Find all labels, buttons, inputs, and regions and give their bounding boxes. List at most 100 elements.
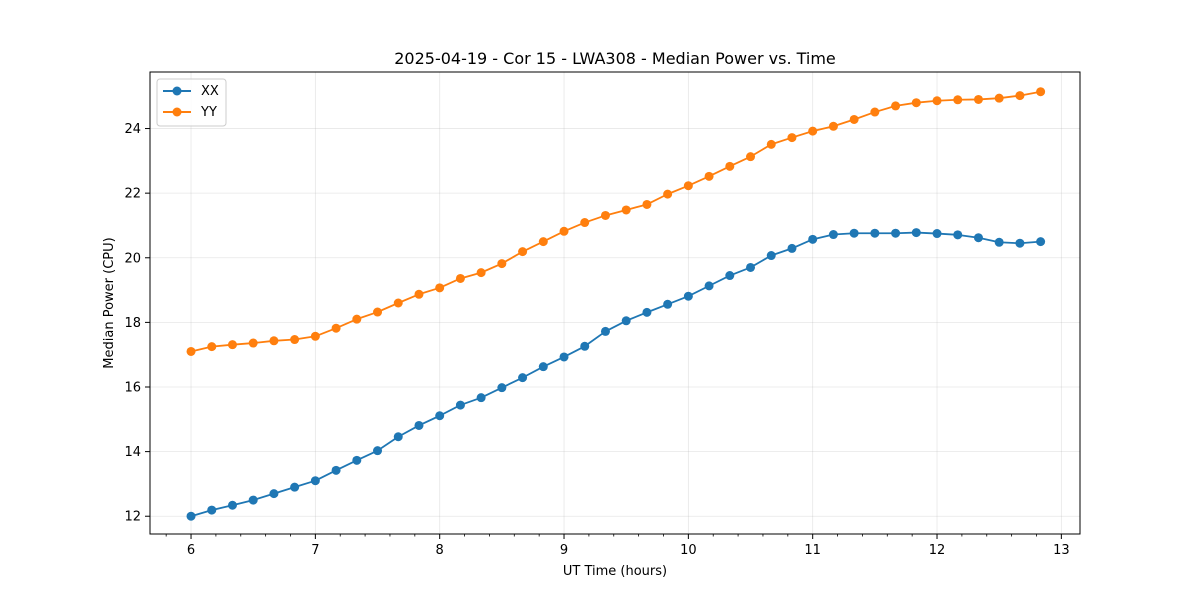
data-point-xx [393, 432, 403, 442]
data-point-yy [891, 101, 901, 111]
data-point-yy [538, 237, 548, 247]
data-point-xx [186, 511, 196, 521]
data-point-xx [538, 362, 548, 372]
data-point-yy [290, 335, 300, 345]
data-point-yy [746, 152, 756, 162]
data-point-xx [207, 505, 217, 515]
data-point-xx [414, 420, 424, 430]
axis-ticks: 6 7 8 9 10 11 12 13 12 14 16 18 20 22 24 [124, 122, 1069, 558]
data-point-xx [973, 233, 983, 243]
data-point-xx [725, 271, 735, 281]
x-tick-label: 10 [680, 543, 697, 558]
x-tick-label: 13 [1053, 543, 1070, 558]
data-point-xx [518, 373, 528, 383]
data-point-xx [497, 383, 507, 393]
data-point-yy [704, 171, 714, 181]
data-point-xx [766, 251, 776, 261]
data-point-yy [310, 331, 320, 341]
data-point-yy [580, 218, 590, 228]
plot-area-frame [149, 71, 1081, 535]
series-layer [186, 87, 1046, 521]
data-point-xx [663, 299, 673, 309]
data-point-yy [766, 139, 776, 149]
data-point-xx [704, 281, 714, 291]
x-tick-label: 8 [436, 543, 444, 558]
y-tick-label: 20 [124, 251, 141, 266]
data-point-xx [683, 291, 693, 301]
data-point-xx [373, 446, 383, 456]
legend: XX YY [156, 78, 227, 127]
data-point-xx [994, 237, 1004, 247]
data-point-yy [518, 247, 528, 257]
data-point-yy [642, 199, 652, 209]
y-tick-label: 14 [124, 445, 141, 460]
y-axis-label: Median Power (CPU) [102, 237, 117, 368]
data-point-xx [435, 411, 445, 421]
x-axis-label: UT Time (hours) [563, 564, 667, 579]
data-point-yy [352, 314, 362, 324]
data-point-xx [953, 230, 963, 240]
data-point-xx [476, 393, 486, 403]
data-point-xx [455, 400, 465, 410]
data-point-xx [248, 495, 258, 505]
data-point-yy [207, 342, 217, 352]
x-tick-label: 9 [560, 543, 568, 558]
data-point-yy [269, 336, 279, 346]
x-tick-label: 7 [311, 543, 319, 558]
data-point-xx [911, 228, 921, 238]
chart-title: 2025-04-19 - Cor 15 - LWA308 - Median Po… [394, 49, 836, 68]
data-point-yy [911, 98, 921, 108]
data-point-yy [808, 126, 818, 136]
data-point-yy [973, 94, 983, 104]
data-point-yy [186, 346, 196, 356]
data-point-yy [849, 114, 859, 124]
data-point-xx [227, 500, 237, 510]
legend-marker-xx [172, 86, 182, 96]
data-point-xx [891, 228, 901, 238]
data-point-xx [600, 326, 610, 336]
y-tick-label: 24 [124, 122, 141, 137]
data-point-xx [331, 465, 341, 475]
data-point-xx [580, 341, 590, 351]
x-tick-label: 12 [929, 543, 946, 558]
data-point-yy [683, 181, 693, 191]
data-point-yy [248, 338, 258, 348]
data-point-yy [497, 259, 507, 269]
data-point-yy [1015, 91, 1025, 101]
data-point-yy [932, 96, 942, 106]
data-point-xx [1015, 238, 1025, 248]
data-point-yy [953, 95, 963, 105]
data-point-xx [746, 262, 756, 272]
y-tick-label: 22 [124, 187, 141, 202]
data-point-yy [828, 121, 838, 131]
legend-label-xx: XX [201, 84, 219, 99]
legend-marker-yy [172, 107, 182, 117]
x-tick-label: 6 [187, 543, 195, 558]
data-point-yy [663, 189, 673, 199]
y-tick-label: 16 [124, 381, 141, 396]
data-point-xx [621, 316, 631, 326]
data-point-xx [1036, 237, 1046, 247]
data-point-xx [559, 352, 569, 362]
data-point-yy [870, 107, 880, 117]
data-point-yy [600, 210, 610, 220]
data-point-yy [787, 133, 797, 143]
data-point-xx [269, 489, 279, 499]
data-point-yy [435, 283, 445, 293]
y-tick-label: 18 [124, 316, 141, 331]
data-point-yy [414, 289, 424, 299]
data-point-yy [725, 161, 735, 171]
data-point-xx [310, 476, 320, 486]
data-point-xx [642, 307, 652, 317]
data-point-yy [476, 268, 486, 278]
data-point-xx [870, 228, 880, 238]
data-point-yy [227, 340, 237, 350]
data-point-xx [808, 234, 818, 244]
data-point-yy [994, 93, 1004, 103]
y-tick-label: 12 [124, 510, 141, 525]
data-point-xx [352, 455, 362, 465]
data-point-yy [331, 323, 341, 333]
grid-lines [150, 72, 1080, 534]
